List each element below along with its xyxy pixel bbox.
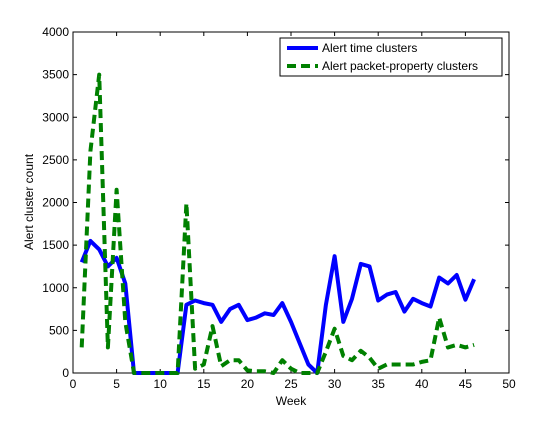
plot-area <box>72 31 510 374</box>
x-tick-label: 5 <box>113 377 120 391</box>
x-tick-label: 20 <box>241 377 255 391</box>
x-tick-label: 35 <box>372 377 386 391</box>
x-tick-label: 25 <box>284 377 298 391</box>
y-tick-label: 2000 <box>42 196 69 210</box>
x-axis-label: Week <box>276 394 307 408</box>
x-tick-label: 15 <box>197 377 211 391</box>
x-tick-label: 0 <box>70 377 77 391</box>
y-tick-label: 3500 <box>42 68 69 82</box>
y-tick-label: 2500 <box>42 153 69 167</box>
x-tick-label: 10 <box>154 377 168 391</box>
series-line-alert-packet-property-clusters <box>79 72 475 375</box>
legend: Alert time clusters Alert packet-propert… <box>279 37 503 77</box>
legend-label-alert-packet-property-clusters: Alert packet-property clusters <box>322 59 478 73</box>
y-tick-label: 3000 <box>42 110 69 124</box>
x-tick-label: 30 <box>328 377 342 391</box>
y-tick-label: 1000 <box>42 281 69 295</box>
x-tick-label: 50 <box>502 377 516 391</box>
legend-box <box>279 37 503 77</box>
y-axis-label: Alert cluster count <box>22 153 36 250</box>
x-tick-label: 40 <box>415 377 429 391</box>
y-tick-label: 500 <box>49 323 69 337</box>
legend-label-alert-time-clusters: Alert time clusters <box>322 41 417 55</box>
y-tick-label: 1500 <box>42 238 69 252</box>
x-tick-label: 45 <box>459 377 473 391</box>
axis-ticks: 0 5 10 15 20 25 30 35 40 45 5005001000150020002500… <box>42 25 516 391</box>
series-layer <box>79 72 476 375</box>
y-tick-label: 4000 <box>42 25 69 39</box>
y-tick-label: 0 <box>62 366 69 380</box>
